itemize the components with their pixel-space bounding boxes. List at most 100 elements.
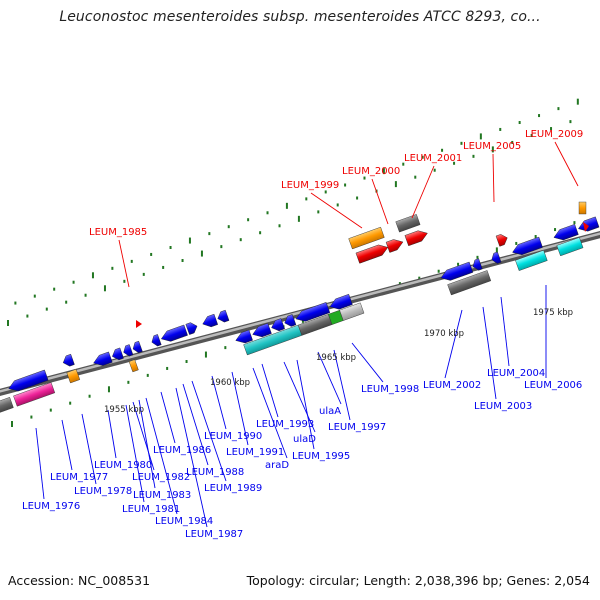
tick-mark-outer <box>538 114 541 118</box>
gene-leum-1989 <box>202 313 219 328</box>
leader-line <box>252 367 288 459</box>
gene-leum-2007 <box>578 216 600 232</box>
leader-line <box>118 239 130 288</box>
gene-label: LEUM_1978 <box>74 486 132 497</box>
leader-line <box>296 359 315 450</box>
gene-leum-1999 <box>348 226 385 250</box>
gene-label: LEUM_1991 <box>226 447 284 458</box>
leader-line <box>132 401 155 471</box>
gene-label: LEUM_1977 <box>50 472 108 483</box>
tick-mark-outer <box>305 197 308 201</box>
tick-mark-upper <box>317 210 320 214</box>
tick-mark-outer <box>208 232 211 236</box>
gene-label: LEUM_1990 <box>204 431 262 442</box>
tick-mark-outer <box>72 280 75 284</box>
gene-label: LEUM_1995 <box>292 451 350 462</box>
leader-line <box>444 309 463 379</box>
leader-line <box>175 387 208 528</box>
gene-label: LEUM_1998 <box>361 384 419 395</box>
tick-mark-upper <box>453 161 456 165</box>
tick-mark-upper <box>7 320 9 326</box>
genome-backbone-highlight <box>0 232 600 393</box>
tick-mark-upper <box>259 231 262 235</box>
tick-mark-upper <box>511 140 514 144</box>
leader-line <box>310 192 363 229</box>
tick-mark-outer <box>130 259 133 263</box>
tick-mark-outer <box>188 237 191 244</box>
gene-leum-1995 <box>295 302 331 322</box>
gene-label: LEUM_2005 <box>463 141 521 152</box>
gene-leum-1975 <box>0 397 14 417</box>
gene-leum-2003b <box>491 251 502 264</box>
tick-mark-lower <box>69 401 72 405</box>
gene-leum-1987 <box>160 324 188 342</box>
gene-label: LEUM_1997 <box>328 422 386 433</box>
scale-label: 1965 kbp <box>316 353 356 363</box>
gene-label: LEUM_2009 <box>525 129 583 140</box>
tick-mark-lower <box>418 276 421 280</box>
tick-mark-outer <box>479 133 482 140</box>
tick-mark-upper <box>569 120 572 124</box>
tick-mark-outer <box>53 287 56 291</box>
gene-label: LEUM_1984 <box>155 516 213 527</box>
scale-label: 1960 kbp <box>210 378 250 388</box>
gene-label: LEUM_2004 <box>487 368 545 379</box>
leader-line <box>35 427 45 500</box>
tick-mark-outer <box>227 225 230 229</box>
tick-mark-upper <box>220 245 223 249</box>
gene-label: LEUM_2002 <box>423 380 481 391</box>
leader-line <box>81 413 97 485</box>
tick-mark-outer <box>576 98 579 105</box>
accession-text: Accession: NC_008531 <box>8 573 151 588</box>
gene-leum-2006 <box>553 223 579 241</box>
gene-label: ulaA <box>319 406 341 417</box>
gene-leum-2001-gray <box>395 214 421 233</box>
tick-mark-outer <box>91 272 94 279</box>
gene-label: LEUM_1993 <box>256 419 314 430</box>
gene-label: LEUM_1980 <box>94 460 152 471</box>
gene-label: LEUM_2003 <box>474 401 532 412</box>
tick-mark-upper <box>472 154 475 158</box>
gene-label: LEUM_1986 <box>153 445 211 456</box>
leader-line <box>482 306 497 400</box>
leader-line <box>492 153 495 203</box>
gene-leum-1993 <box>271 318 285 332</box>
gene-label: LEUM_2001 <box>404 153 462 164</box>
gene-label: LEUM_1999 <box>281 180 339 191</box>
tick-mark-upper <box>530 134 533 138</box>
leader-line <box>231 371 249 446</box>
gene-leum-1985 <box>136 320 142 328</box>
feature-layer <box>0 201 600 417</box>
tick-mark-upper <box>181 259 184 263</box>
tick-mark-outer <box>169 246 172 250</box>
feature-band <box>348 214 428 264</box>
gene-ulad <box>284 314 297 327</box>
gene-arad <box>252 322 272 338</box>
tick-mark-upper <box>162 265 165 269</box>
gene-label: LEUM_2006 <box>524 380 582 391</box>
leader-line <box>554 141 579 187</box>
leader-line-layer <box>35 141 579 528</box>
tick-mark-outer <box>460 141 463 145</box>
tick-mark-lower <box>30 415 33 419</box>
gene-leum-2004 <box>512 236 543 256</box>
tick-mark-outer <box>324 190 327 194</box>
tick-mark-lower <box>88 394 91 398</box>
leader-line <box>125 404 145 503</box>
gene-leum-1986 <box>151 334 162 347</box>
tick-mark-outer <box>344 183 347 187</box>
feature-band <box>440 216 600 296</box>
tick-mark-lower <box>515 241 518 245</box>
gene-label: LEUM_1981 <box>122 504 180 515</box>
tick-mark-upper <box>550 127 553 131</box>
tick-mark-lower <box>457 262 460 266</box>
tick-mark-upper <box>123 279 126 283</box>
gene-leum-1982 <box>123 344 134 357</box>
tick-mark-lower <box>437 269 440 273</box>
feature-band <box>0 353 81 417</box>
gene-leum-2009 <box>583 222 589 232</box>
tick-mark-upper <box>142 272 145 276</box>
tick-mark-upper <box>414 175 417 179</box>
tick-mark-lower <box>127 380 130 384</box>
